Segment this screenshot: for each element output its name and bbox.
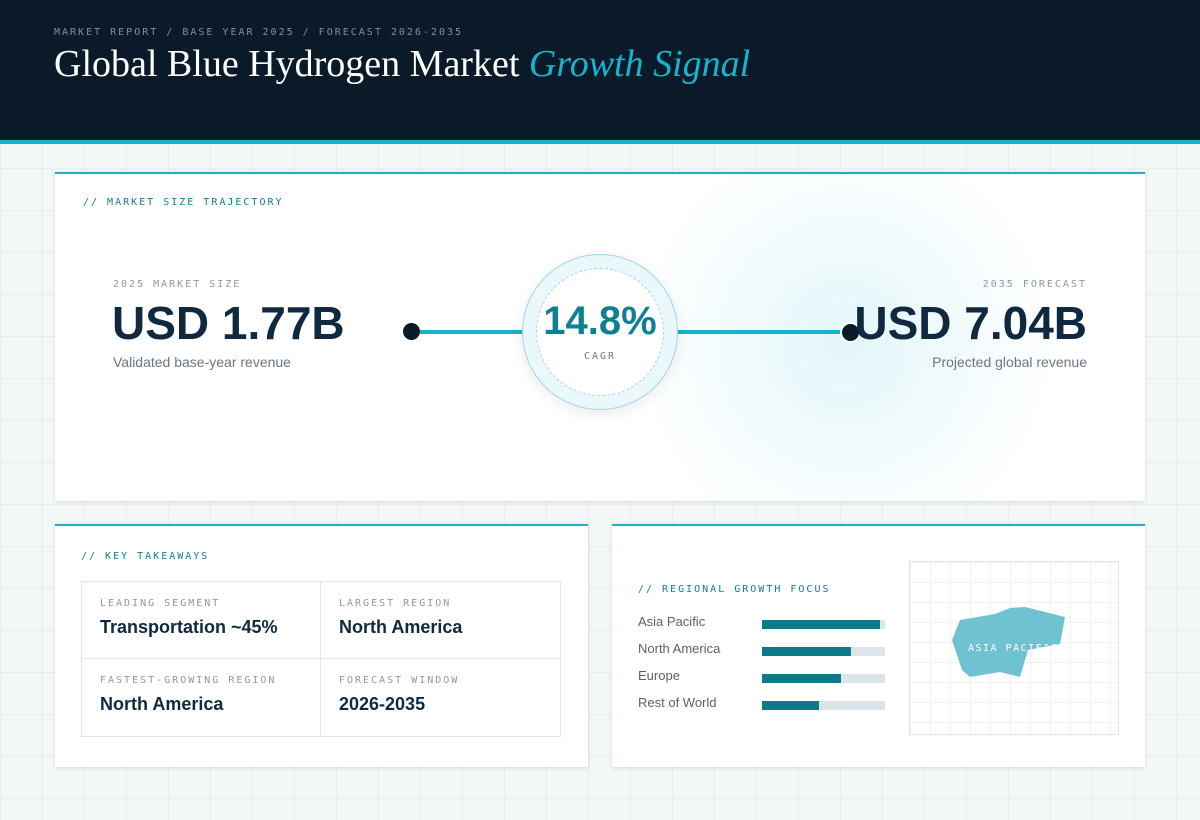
region-name: North America [638, 641, 721, 656]
takeaways-grid: LEADING SEGMENT Transportation ~45% LARGES… [81, 581, 561, 737]
title-accent: Growth Signal [528, 43, 751, 85]
region-name: Europe [638, 668, 680, 683]
region-name: Asia Pacific [638, 614, 706, 629]
trajectory-card: // MARKET SIZE TRAJECTORY 2025 MARKET SI… [55, 172, 1145, 501]
regional-card: // REGIONAL GROWTH FOCUS Asia Pacific Nor… [612, 524, 1145, 767]
map-label: ASIA PACIFIC [968, 643, 1058, 654]
start-caption: Validated base-year revenue [113, 354, 291, 370]
bar [762, 620, 881, 629]
map-shape: ASIA PACIFIC [952, 607, 1065, 677]
takeaways-card: // KEY TAKEAWAYS LEADING SEGMENT Transpor… [55, 524, 588, 767]
takeaway-cell: FASTEST-GROWING REGION North America [81, 659, 321, 737]
section-label: // REGIONAL GROWTH FOCUS [638, 584, 831, 595]
end-dot [840, 322, 861, 343]
title: Global Blue Hydrogen Market Growth Signa… [54, 42, 750, 86]
start-label: 2025 MARKET SIZE [113, 279, 242, 290]
section-label: // MARKET SIZE TRAJECTORY [83, 197, 284, 208]
region-name: Rest of World [638, 695, 717, 710]
end-caption: Projected global revenue [932, 354, 1087, 370]
cagr-circle: 14.8% CAGR [522, 254, 678, 410]
takeaway-value: North America [100, 694, 224, 714]
bar-track [762, 674, 885, 683]
takeaway-value: 2026-2035 [339, 694, 426, 714]
section-label: // KEY TAKEAWAYS [81, 551, 210, 562]
bar [762, 674, 841, 683]
map: ASIA PACIFIC [909, 561, 1119, 735]
start-dot [403, 323, 420, 340]
bar [762, 701, 819, 710]
eyebrow: MARKET REPORT / BASE YEAR 2025 / FORECAS… [54, 27, 464, 38]
takeaway-label: LEADING SEGMENT [100, 598, 221, 609]
end-label: 2035 FORECAST [982, 279, 1087, 290]
region-shape [952, 607, 1065, 677]
title-main: Global Blue Hydrogen Market [54, 43, 520, 85]
bar-track [762, 620, 885, 629]
takeaway-label: FORECAST WINDOW [339, 675, 460, 686]
takeaway-label: LARGEST REGION [339, 598, 452, 609]
takeaway-value: Transportation ~45% [100, 617, 278, 637]
end-value: USD 7.04B [854, 297, 1087, 349]
takeaway-value: North America [339, 617, 463, 637]
cagr-inner [536, 268, 664, 396]
start-value: USD 1.77B [112, 297, 345, 349]
takeaway-cell: FORECAST WINDOW 2026-2035 [321, 659, 561, 737]
takeaway-cell: LARGEST REGION North America [321, 581, 561, 659]
bar [762, 647, 851, 656]
header: MARKET REPORT / BASE YEAR 2025 / FORECAS… [0, 0, 1200, 144]
takeaway-label: FASTEST-GROWING REGION [100, 675, 277, 686]
bar-track [762, 647, 885, 656]
cagr-label: CAGR [583, 351, 617, 362]
bar-track [762, 701, 885, 710]
cagr-value: 14.8% [543, 299, 657, 343]
takeaway-cell: LEADING SEGMENT Transportation ~45% [81, 581, 321, 659]
